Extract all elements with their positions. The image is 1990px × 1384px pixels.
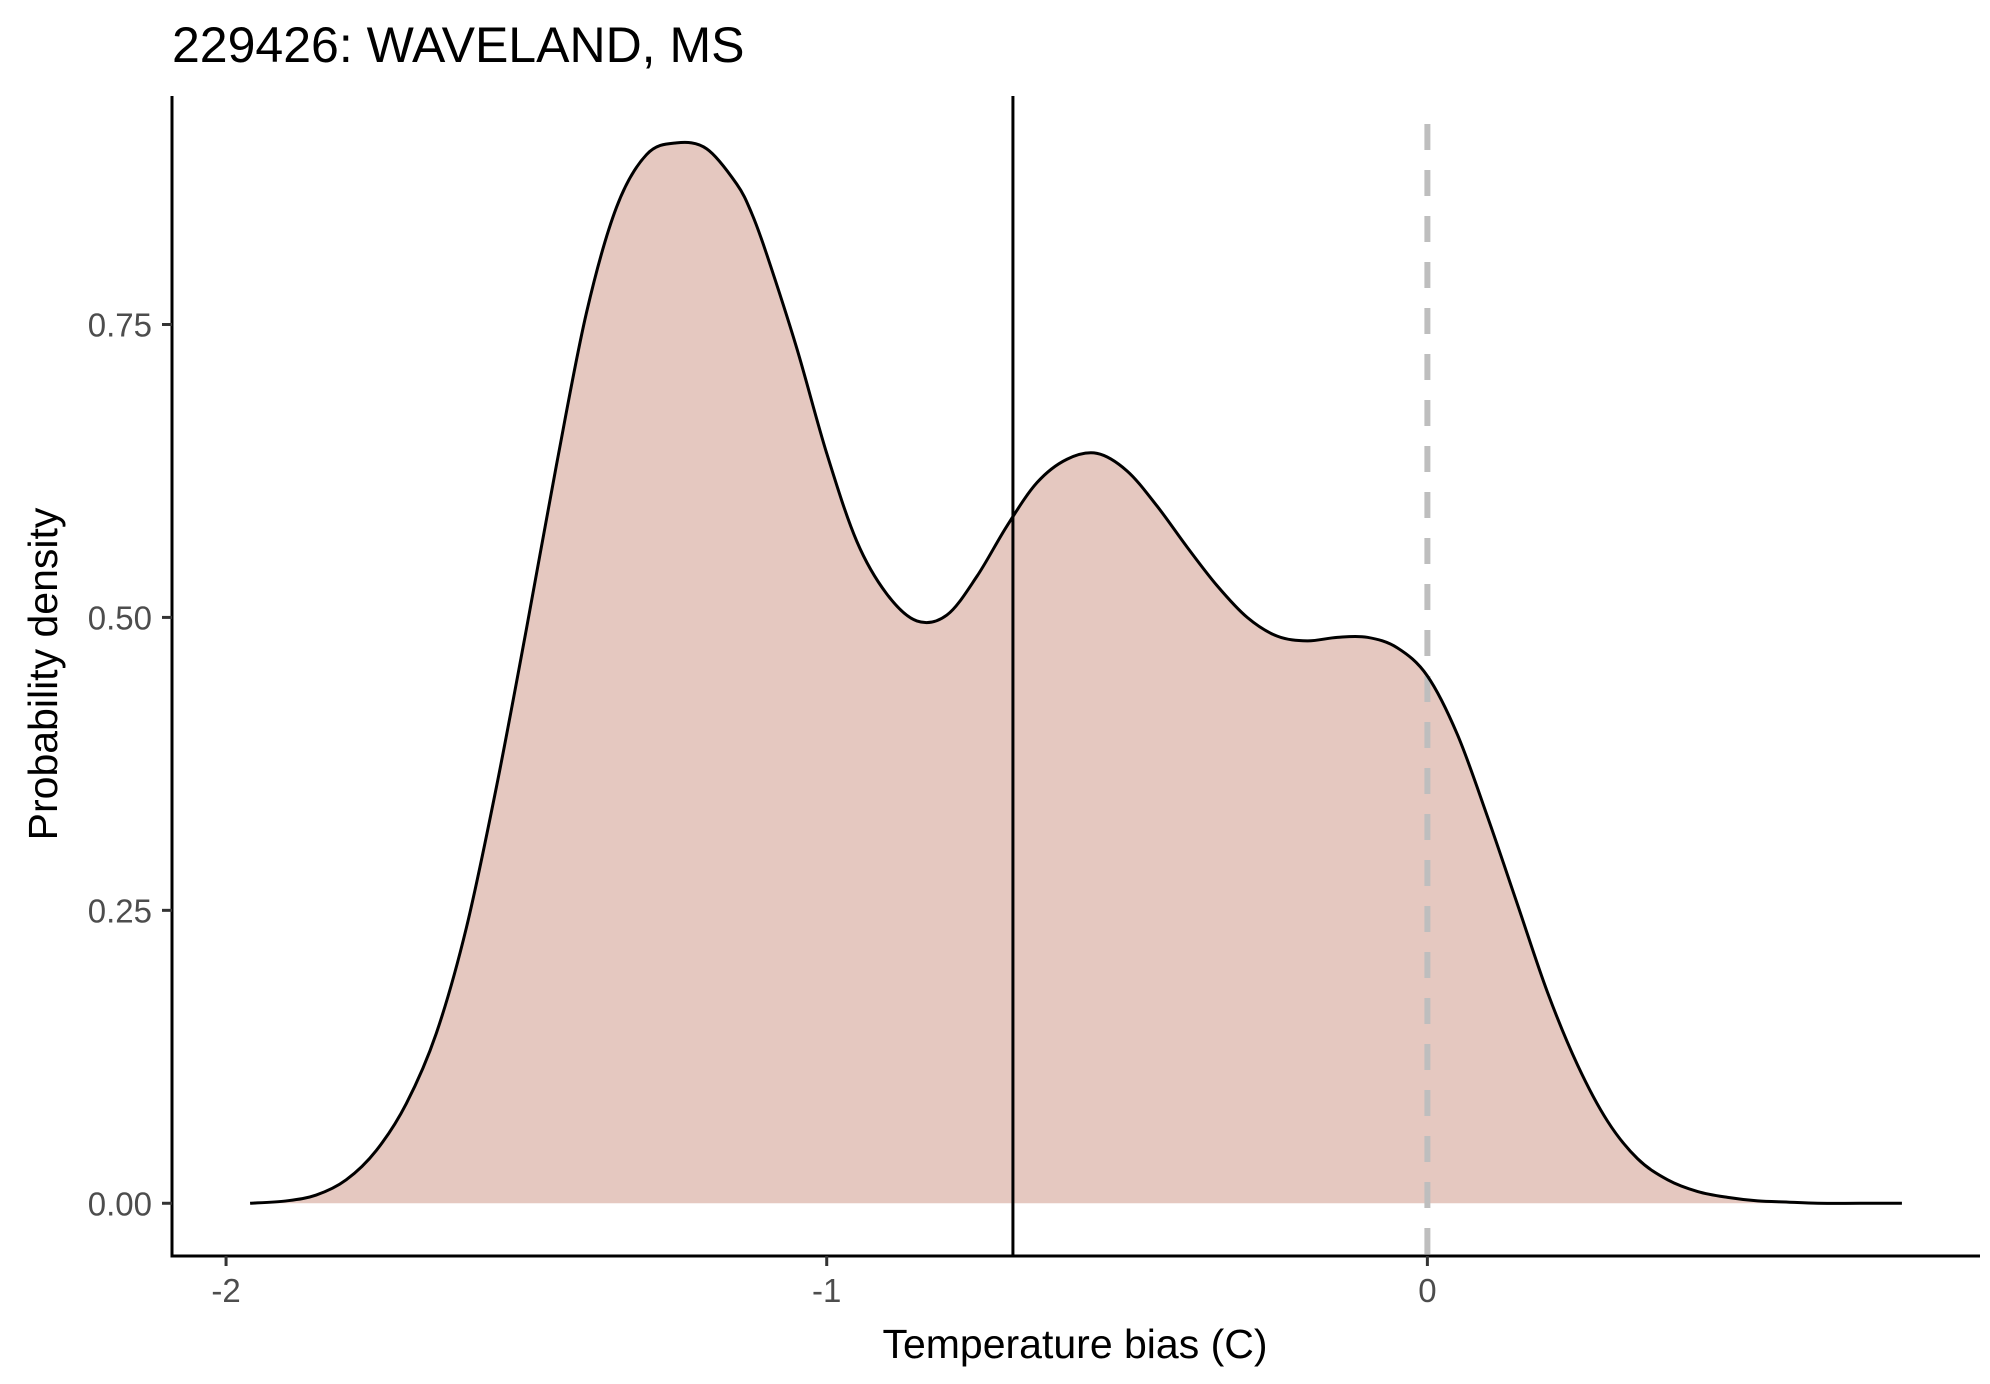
density-area-layer <box>250 142 1902 1204</box>
density-curve-layer <box>249 140 1902 1205</box>
density-area-fill <box>250 142 1902 1204</box>
y-tick-label: 0.50 <box>88 599 152 636</box>
x-tick-label: -2 <box>211 1272 240 1309</box>
y-axis-title: Probability density <box>20 507 66 840</box>
axes-layer: -2 -1 0 0.00 0.25 0.50 0.75 <box>88 96 1980 1309</box>
density-curve <box>249 140 1902 1205</box>
x-axis-title: Temperature bias (C) <box>882 1321 1267 1367</box>
y-tick-label: 0.25 <box>88 892 152 929</box>
x-tick-label: 0 <box>1418 1272 1436 1309</box>
x-tick-label: -1 <box>812 1272 841 1309</box>
reference-lines-layer <box>1011 96 1431 1256</box>
axis-labels-layer: 229426: WAVELAND, MS Temperature bias (C… <box>20 17 1268 1367</box>
y-tick-label: 0.75 <box>88 306 152 343</box>
y-tick-label: 0.00 <box>88 1185 152 1222</box>
chart-title: 229426: WAVELAND, MS <box>172 17 744 73</box>
